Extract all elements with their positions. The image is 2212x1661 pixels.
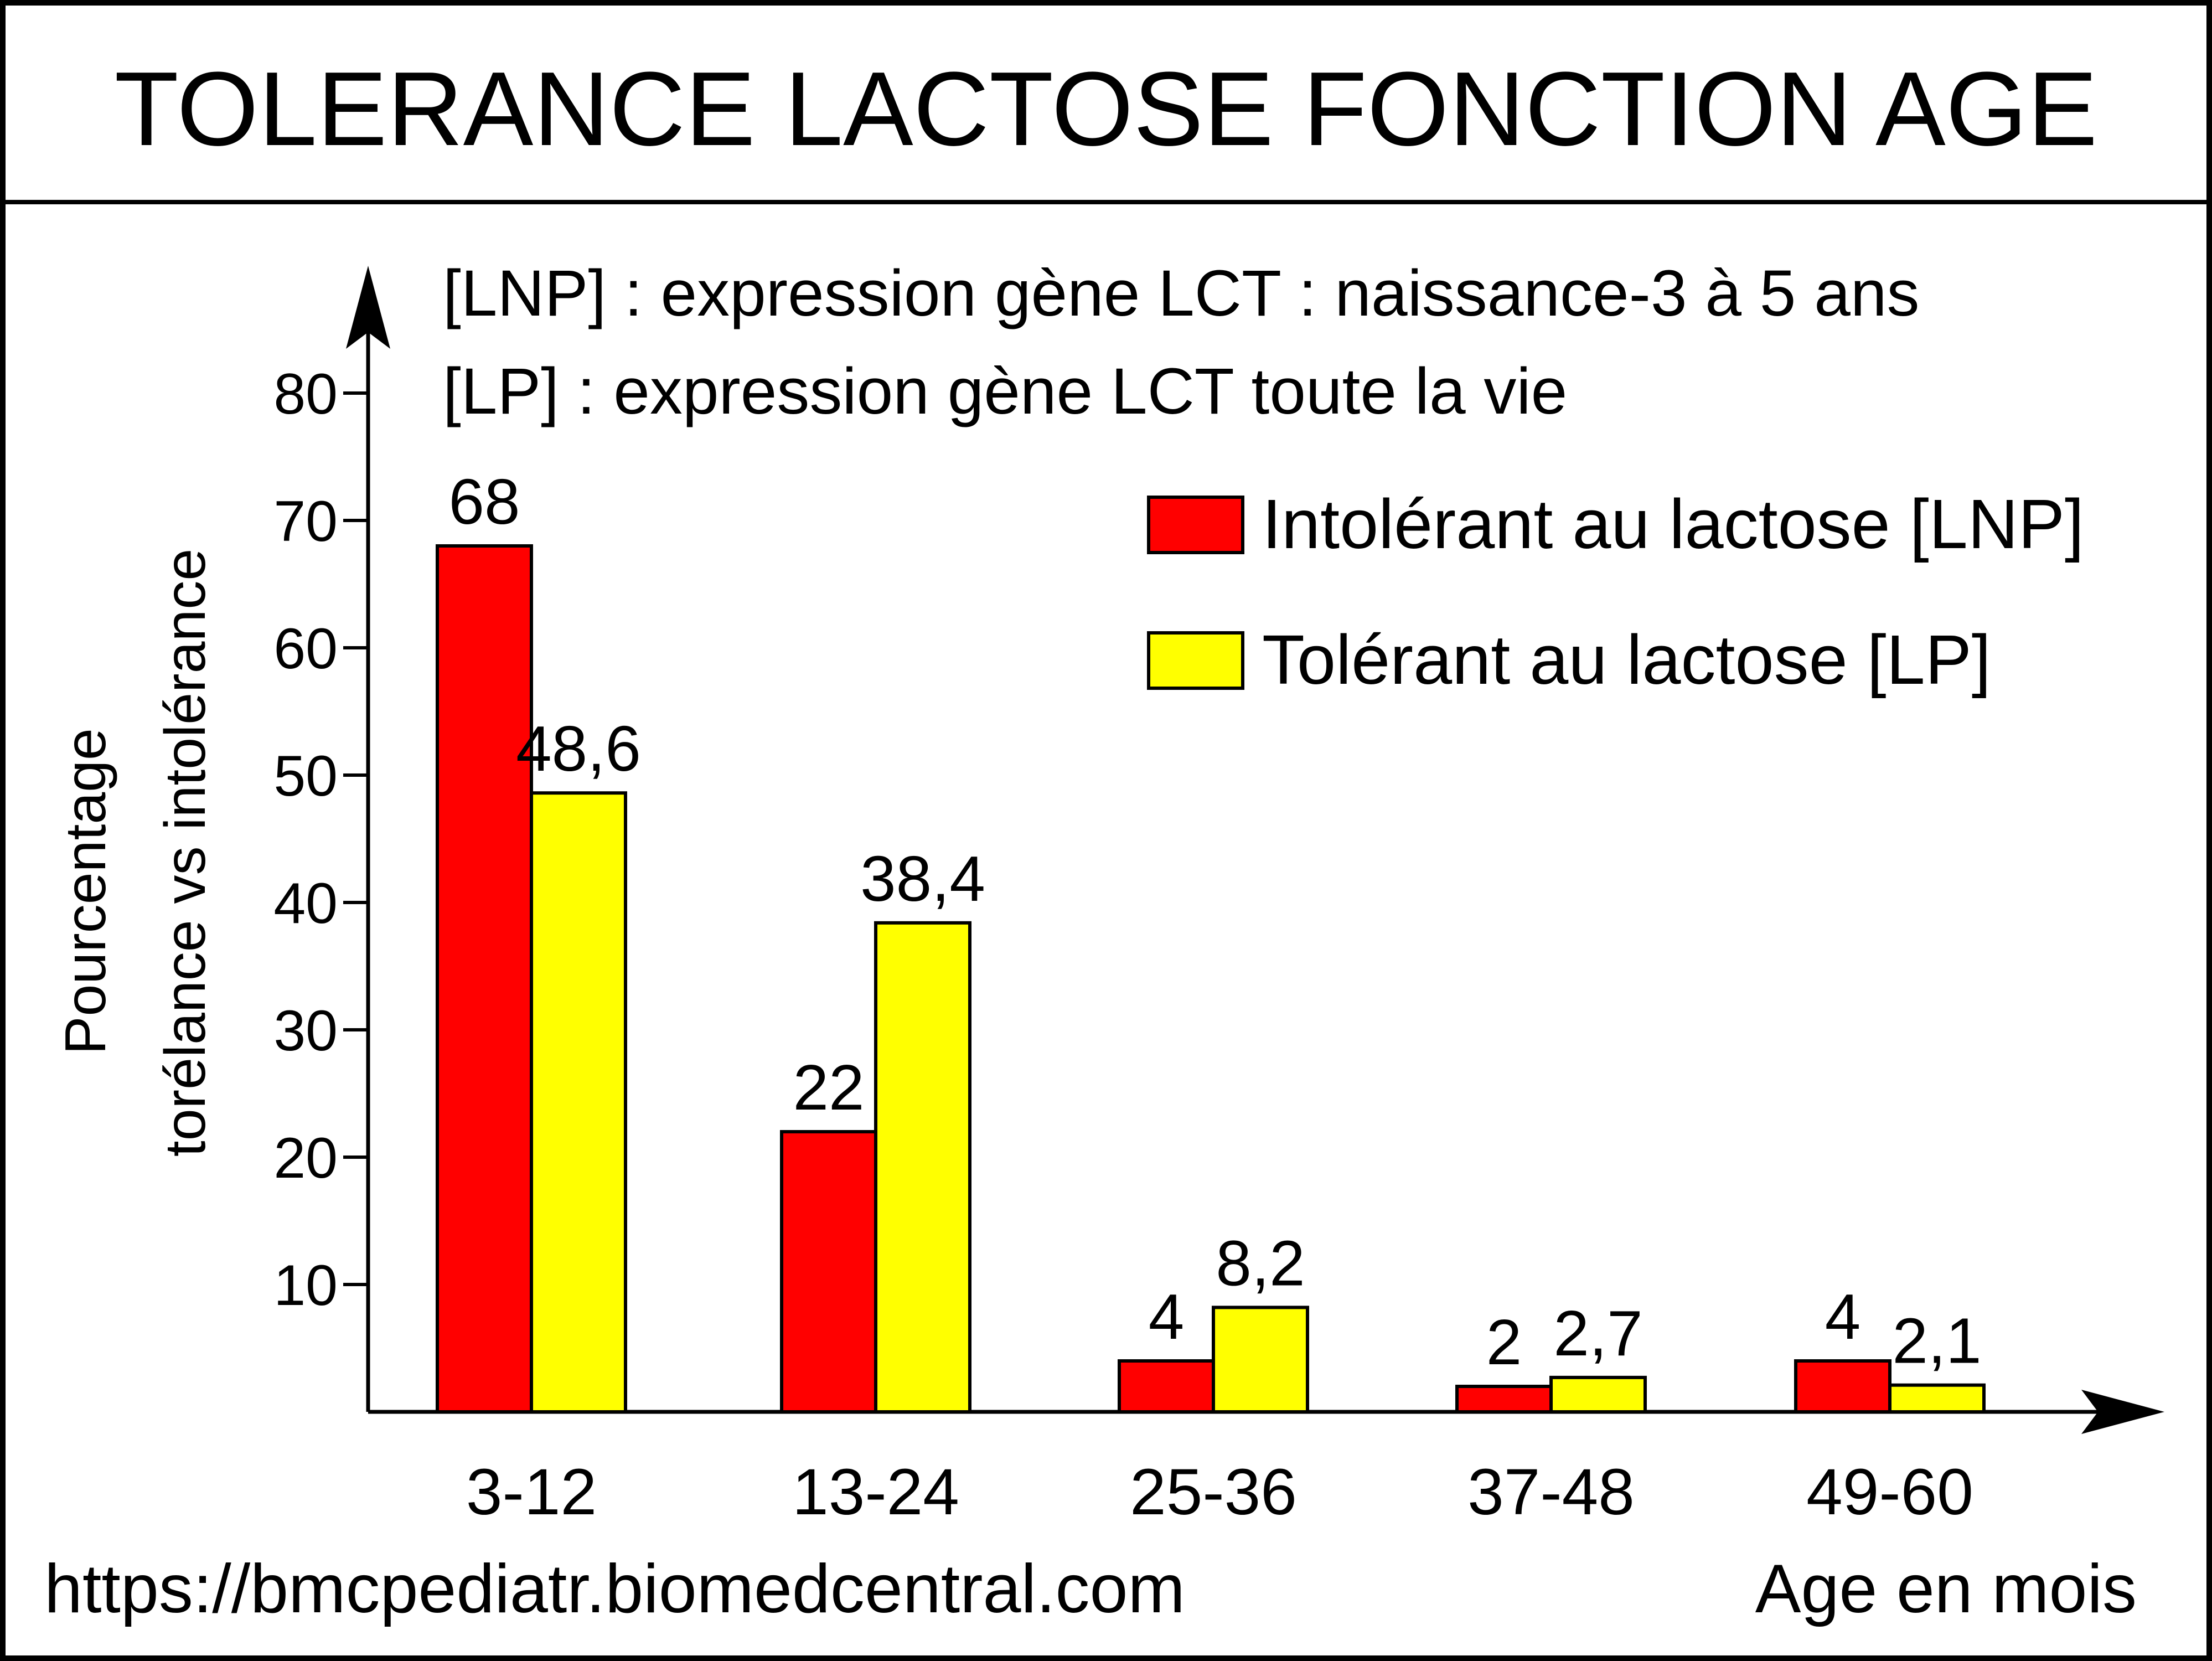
bar-lnp-25-36 [1118,1359,1215,1414]
svg-text:torélance vs intolérance: torélance vs intolérance [153,549,218,1157]
x-axis-arrow-icon [2081,1390,2164,1434]
legend-label-lnp: Intolérant au lactose [LNP] [1262,485,2084,563]
value-label-lnp-13-24: 22 [793,1051,864,1123]
note-lnp: [LNP] : expression gène LCT : naissance-… [443,257,1919,330]
x-category-label-49-60: 49-60 [1806,1456,1973,1529]
y-tick-label: 80 [273,362,338,426]
y-tick-label: 50 [273,744,338,808]
chart-title: TOLERANCE LACTOSE FONCTION AGE [115,50,2098,168]
bar-lp-13-24 [874,921,971,1414]
y-tick-label: 70 [273,489,338,554]
y-axis-label-line2: torélance vs intolérance [153,549,218,1157]
bar-lp-3-12 [530,791,627,1414]
y-axis-arrow-icon [346,266,390,349]
note-lp: [LP] : expression gène LCT toute la vie [443,355,1567,428]
bar-lnp-3-12 [436,544,533,1414]
value-label-lnp-49-60: 4 [1825,1281,1861,1353]
y-tick-label: 10 [273,1254,338,1318]
legend-swatch-lp [1147,631,1244,690]
bar-lnp-37-48 [1455,1385,1553,1414]
bar-lnp-49-60 [1794,1359,1891,1414]
x-category-label-3-12: 3-12 [466,1456,597,1529]
value-labels: 68 48,6 22 38,4 4 8,2 2 2,7 4 2,1 [448,466,1981,1378]
value-label-lp-25-36: 8,2 [1216,1227,1305,1299]
x-axis-label: Age en mois [1755,1551,2137,1627]
value-label-lp-49-60: 2,1 [1892,1305,1981,1377]
value-label-lp-37-48: 2,7 [1553,1297,1642,1369]
x-category-label-25-36: 25-36 [1130,1456,1297,1529]
value-label-lnp-37-48: 2 [1486,1306,1522,1378]
svg-text:Pourcentage: Pourcentage [54,728,118,1055]
x-category-label-13-24: 13-24 [792,1456,959,1529]
y-tick-label: 30 [273,999,338,1063]
y-tick-label: 20 [273,1126,338,1190]
y-tick-label: 60 [273,617,338,681]
bar-lp-49-60 [1888,1383,1986,1414]
bar-lnp-13-24 [780,1130,877,1414]
y-axis-label-line1: Pourcentage [54,728,118,1055]
y-axis-ticks: 10 20 30 40 50 60 70 80 [273,362,368,1318]
legend-swatch-lnp [1147,496,1244,554]
x-axis-categories: 3-12 13-24 25-36 37-48 49-60 [466,1456,1973,1529]
value-label-lnp-3-12: 68 [448,466,520,538]
y-tick-label: 40 [273,871,338,936]
bars [436,544,1986,1414]
value-label-lp-3-12: 48,6 [516,713,641,785]
legend: Intolérant au lactose [LNP] Tolérant au … [1147,485,2084,699]
bar-lp-25-36 [1212,1306,1309,1414]
value-label-lp-13-24: 38,4 [860,843,985,915]
source-url: https://bmcpediatr.biomedcentral.com [44,1551,1185,1627]
legend-label-lp: Tolérant au lactose [LP] [1262,621,1991,699]
value-label-lnp-25-36: 4 [1149,1281,1185,1353]
x-category-label-37-48: 37-48 [1467,1456,1635,1529]
bar-lp-37-48 [1549,1375,1647,1414]
